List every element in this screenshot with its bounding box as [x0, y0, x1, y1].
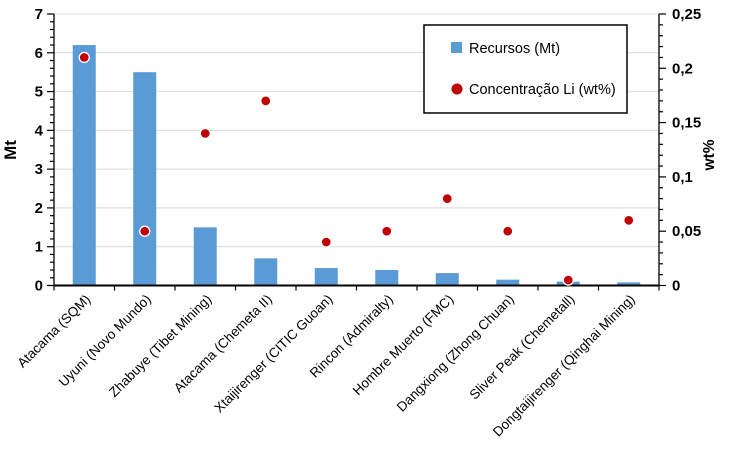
resources-bar [72, 45, 96, 286]
resources-bar [496, 279, 520, 286]
right-axis-tick-label: 0,25 [672, 6, 701, 23]
right-axis-tick-label: 0,05 [672, 223, 701, 240]
concentration-dot [199, 127, 211, 140]
left-axis-tick-label: 3 [35, 161, 43, 178]
left-axis-tick-label: 2 [35, 200, 43, 217]
concentration-dot [562, 274, 574, 286]
right-axis-tick-label: 0 [672, 278, 680, 295]
right-axis-tick-label: 0,15 [672, 115, 701, 132]
concentration-dot [381, 225, 393, 237]
concentration-dot [78, 51, 90, 64]
legend-dot-swatch [451, 83, 463, 95]
resources-bar [314, 268, 338, 286]
left-axis-tick-label: 6 [35, 45, 43, 62]
concentration-dot [260, 95, 272, 107]
resources-bar [193, 227, 217, 286]
resources-bar [133, 72, 157, 286]
right-axis-title: wt% [701, 139, 718, 171]
right-axis-tick-label: 0,2 [672, 60, 693, 77]
left-axis-tick-label: 4 [35, 122, 44, 139]
left-axis-tick-label: 7 [35, 6, 43, 23]
concentration-dot [441, 192, 453, 205]
concentration-dot [320, 236, 332, 248]
left-axis-tick-label: 1 [35, 239, 43, 256]
resources-bar [435, 273, 459, 286]
resources-bar [375, 269, 399, 286]
legend-box [423, 24, 628, 114]
legend-bar-swatch [451, 42, 462, 53]
legend-label-concentration: Concentração Li (wt%) [469, 82, 616, 98]
left-axis-tick-label: 5 [35, 84, 43, 101]
legend-label-resources: Recursos (Mt) [469, 41, 560, 57]
concentration-dot [623, 214, 635, 226]
concentration-dot [502, 225, 514, 237]
left-axis-tick-label: 0 [35, 278, 43, 295]
resources-bar [254, 258, 278, 286]
resources-bar [617, 282, 641, 286]
right-axis-tick-label: 0,1 [672, 169, 693, 186]
left-axis-title: Mt [1, 140, 20, 160]
concentration-dot [139, 225, 151, 237]
